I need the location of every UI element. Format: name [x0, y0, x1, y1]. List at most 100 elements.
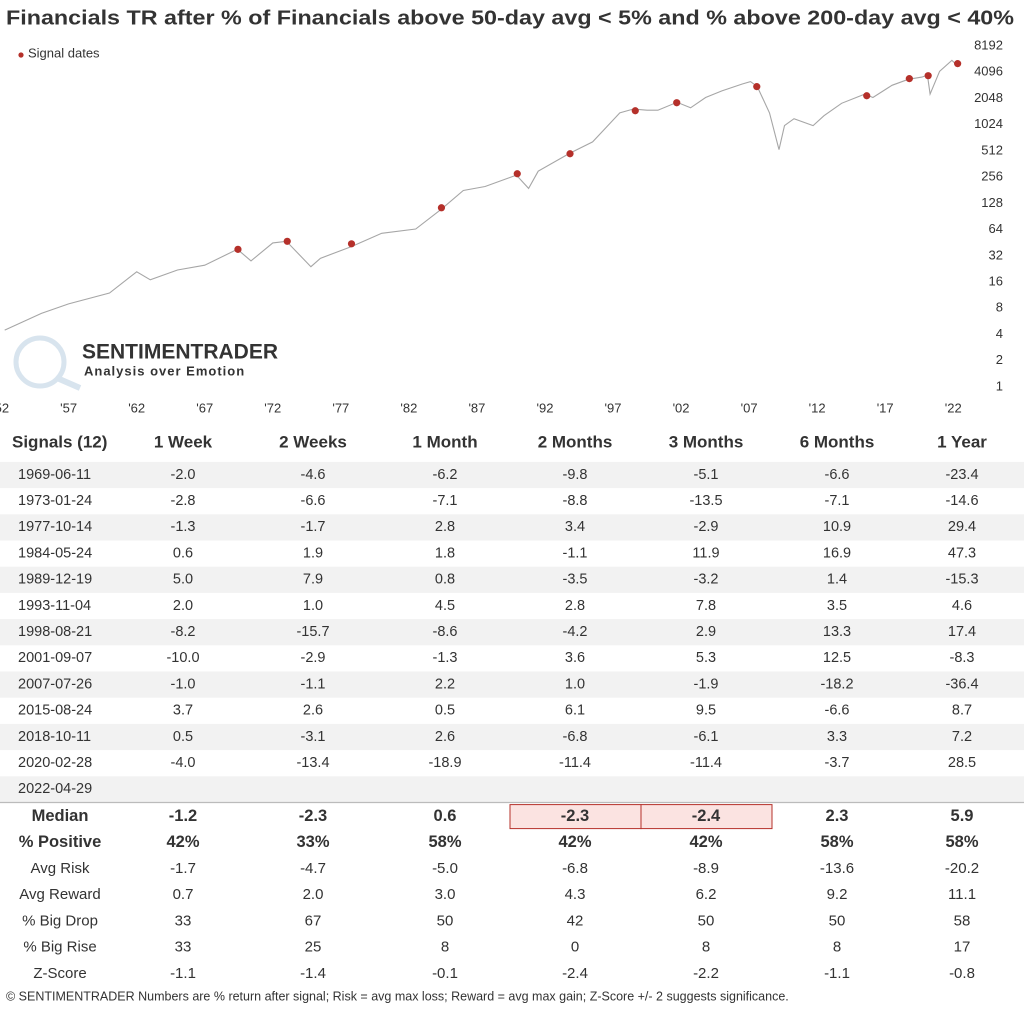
summary-cell: -1.1 [170, 965, 196, 982]
summary-cell: -13.6 [820, 860, 854, 877]
summary-cell: 50 [829, 912, 846, 929]
y-tick-label: 2 [996, 352, 1003, 367]
cell: 47.3 [948, 545, 976, 561]
x-tick-label: '97 [605, 400, 622, 415]
summary-cell: 33 [175, 939, 192, 956]
x-tick-label: '92 [536, 400, 553, 415]
row-band [0, 671, 1024, 698]
x-tick-label: '52 [0, 400, 9, 415]
cell: -6.2 [433, 467, 458, 483]
column-header: Signals (12) [12, 432, 107, 451]
cell: -15.7 [296, 624, 329, 640]
summary-cell: 25 [305, 939, 322, 956]
cell: -1.0 [171, 676, 196, 692]
legend-label: Signal dates [28, 45, 100, 60]
signal-date: 2001-09-07 [18, 650, 92, 666]
summary-cell: 42% [166, 833, 199, 851]
summary-cell: 2.3 [826, 807, 849, 825]
cell: 1.9 [303, 545, 323, 561]
signal-dot [924, 72, 932, 80]
cell: -8.3 [950, 650, 975, 666]
cell: 8.7 [952, 703, 972, 719]
cell: 3.3 [827, 729, 847, 745]
summary-label: Z-Score [33, 965, 86, 982]
cell: 5.3 [696, 650, 716, 666]
y-tick-label: 16 [989, 274, 1003, 289]
x-tick-label: '82 [400, 400, 417, 415]
column-header: 1 Year [937, 432, 987, 451]
column-header: 1 Week [154, 432, 213, 451]
row-band [0, 461, 1024, 489]
legend-marker [18, 52, 24, 58]
cell: -8.8 [563, 493, 588, 509]
watermark-logo [13, 335, 67, 389]
cell: 0.5 [435, 703, 455, 719]
cell: 12.5 [823, 650, 851, 666]
y-tick-label: 8192 [974, 37, 1003, 52]
signal-date: 2018-10-11 [18, 729, 91, 745]
summary-cell: 8 [833, 939, 841, 956]
cell: 28.5 [948, 755, 976, 771]
summary-cell: -5.0 [432, 860, 458, 877]
summary-cell: 0 [571, 939, 579, 956]
y-tick-label: 512 [981, 142, 1003, 157]
cell: -1.3 [433, 650, 458, 666]
signal-dot [753, 83, 761, 91]
cell: -6.6 [301, 493, 326, 509]
summary-cell: 0.6 [434, 807, 457, 825]
cell: -6.8 [563, 729, 588, 745]
cell: -2.9 [301, 650, 326, 666]
legend: Signal dates [18, 45, 100, 60]
cell: -2.9 [694, 519, 719, 535]
summary-cell: 8 [441, 939, 449, 956]
y-tick-label: 2048 [974, 90, 1003, 105]
cell: 17.4 [948, 624, 976, 640]
summary-cell: -8.9 [693, 860, 719, 877]
cell: -4.0 [171, 755, 196, 771]
signal-date: 1973-01-24 [18, 493, 92, 509]
cell: -13.5 [689, 493, 722, 509]
summary-cell: 58% [428, 833, 461, 851]
cell: -3.2 [694, 572, 719, 588]
signal-dot [631, 107, 639, 115]
signal-dot [566, 150, 574, 158]
cell: -7.1 [433, 493, 458, 509]
cell: 7.2 [952, 729, 972, 745]
cell: -6.6 [825, 703, 850, 719]
summary-cell: -2.3 [561, 807, 589, 825]
x-tick-label: '07 [741, 400, 758, 415]
cell: -1.3 [171, 519, 196, 535]
summary-label: % Big Rise [23, 939, 96, 956]
cell: -4.6 [301, 467, 326, 483]
cell: 2.9 [696, 624, 716, 640]
cell: 4.5 [435, 598, 455, 614]
x-tick-label: '22 [945, 400, 962, 415]
row-band [0, 619, 1024, 646]
cell: -9.8 [563, 467, 588, 483]
signal-date: 1993-11-04 [18, 598, 91, 614]
summary-cell: 33 [175, 912, 192, 929]
summary-cell: 42% [558, 833, 591, 851]
summary-label: % Positive [19, 833, 102, 851]
y-tick-label: 32 [989, 247, 1003, 262]
summary-cell: -4.7 [300, 860, 326, 877]
summary-cell: 8 [702, 939, 710, 956]
x-tick-label: '72 [264, 400, 281, 415]
cell: 2.6 [303, 703, 323, 719]
cell: 11.9 [692, 545, 719, 561]
y-tick-label: 64 [989, 221, 1003, 236]
cell: 1.4 [827, 572, 847, 588]
cell: 2.2 [435, 676, 455, 692]
x-tick-label: '57 [60, 400, 77, 415]
cell: 2.8 [435, 519, 455, 535]
cell: -36.4 [945, 676, 978, 692]
cell: -7.1 [825, 493, 850, 509]
signal-dot [283, 237, 291, 245]
cell: 0.8 [435, 572, 455, 588]
watermark-logo [55, 375, 82, 391]
column-header: 2 Weeks [279, 432, 347, 451]
watermark-brand: SENTIMENTRADER [82, 341, 278, 364]
summary-cell: 50 [437, 912, 454, 929]
summary-cell: 58 [954, 912, 971, 929]
